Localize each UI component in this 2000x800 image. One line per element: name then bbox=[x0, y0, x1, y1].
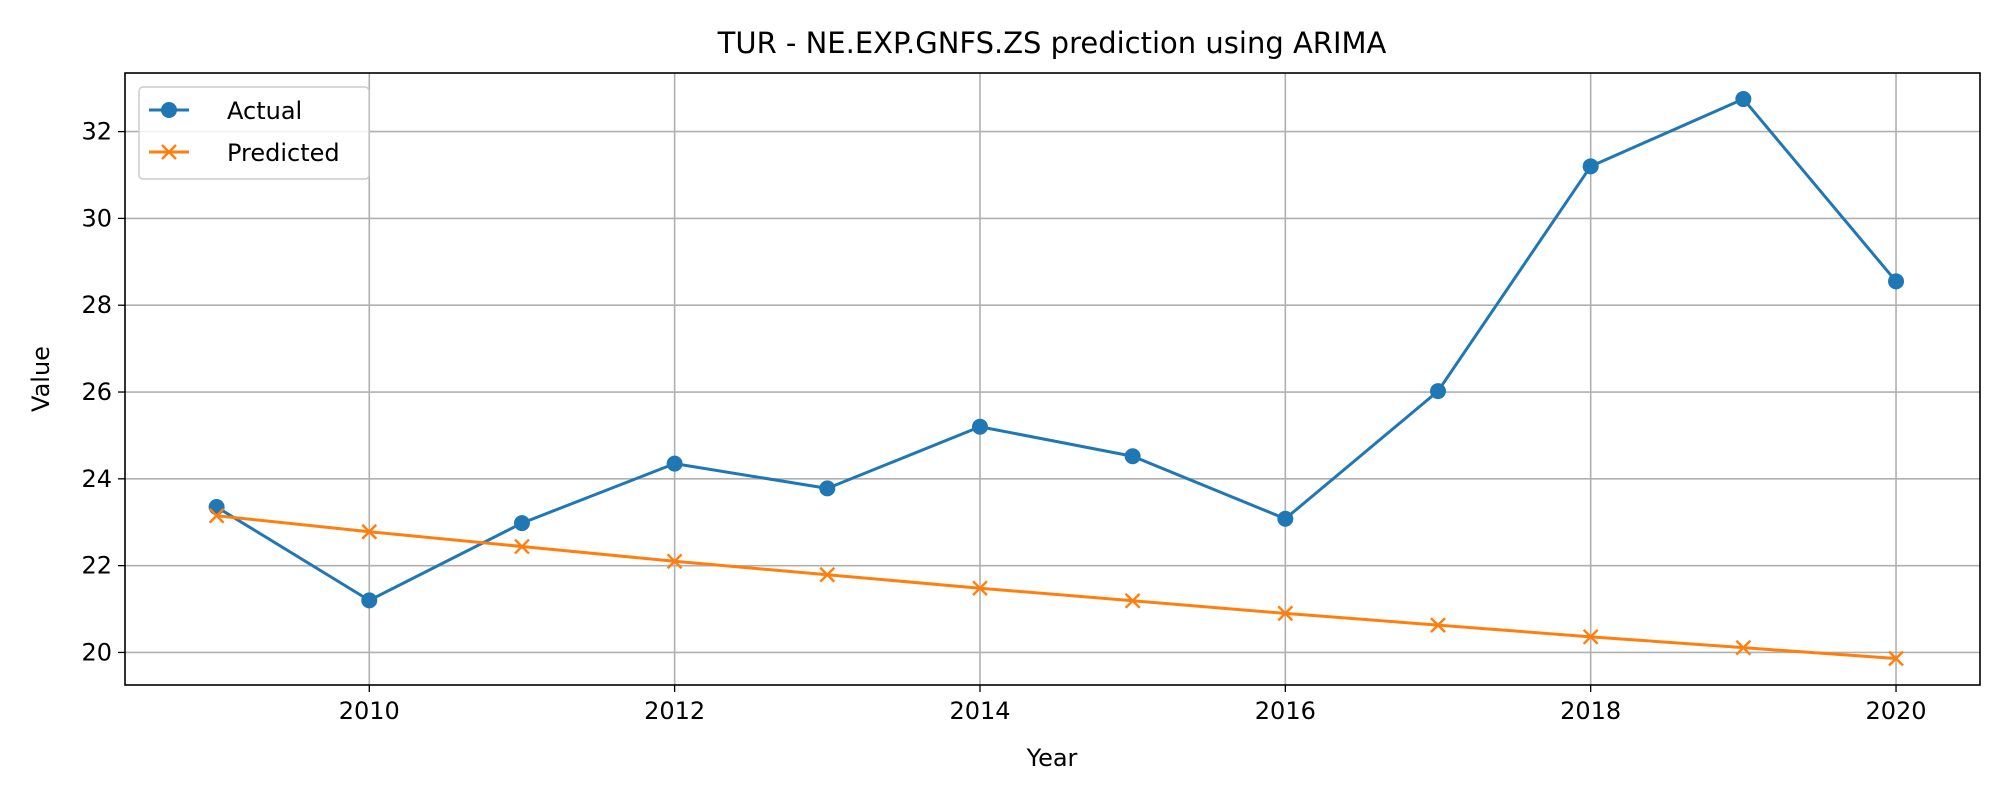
data-point-predicted bbox=[1277, 605, 1294, 622]
data-point-actual bbox=[1582, 158, 1599, 175]
series-line-predicted bbox=[216, 514, 1897, 661]
chart-title: TUR - NE.EXP.GNFS.ZS prediction using AR… bbox=[717, 26, 1387, 60]
y-tick-label: 26 bbox=[81, 378, 112, 406]
data-point-predicted bbox=[972, 580, 988, 597]
y-axis-label: Value bbox=[27, 346, 55, 412]
series-line-actual bbox=[215, 97, 1898, 602]
data-point-predicted bbox=[1735, 639, 1752, 656]
x-tick-label: 2010 bbox=[339, 697, 400, 725]
y-tick-label: 28 bbox=[81, 291, 112, 319]
y-tick-label: 20 bbox=[81, 638, 112, 666]
y-tick-label: 24 bbox=[81, 465, 112, 493]
legend-predicted-label: Predicted bbox=[227, 139, 340, 167]
data-point-actual bbox=[208, 499, 225, 516]
data-point-predicted bbox=[361, 523, 378, 540]
data-point-actual bbox=[1735, 91, 1752, 108]
data-point-predicted bbox=[666, 553, 683, 570]
x-tick-label: 2020 bbox=[1865, 697, 1926, 725]
data-point-predicted bbox=[1888, 650, 1904, 667]
data-point-predicted bbox=[208, 507, 225, 524]
data-point-actual bbox=[1888, 273, 1905, 290]
data-point-actual bbox=[1124, 448, 1141, 465]
data-point-predicted bbox=[819, 566, 836, 583]
x-axis-label: Year bbox=[1026, 744, 1078, 772]
legend-actual-marker bbox=[161, 102, 177, 118]
x-tick-label: 2016 bbox=[1255, 697, 1316, 725]
y-tick-label: 32 bbox=[81, 118, 112, 146]
legend-frame bbox=[138, 86, 370, 180]
data-point-actual bbox=[1430, 383, 1447, 400]
y-tick-label: 30 bbox=[81, 204, 112, 232]
data-point-predicted bbox=[514, 538, 530, 555]
data-point-predicted bbox=[1582, 628, 1599, 645]
data-point-predicted bbox=[1430, 617, 1446, 633]
series-layer bbox=[208, 91, 1905, 667]
data-point-actual bbox=[971, 418, 988, 435]
x-tick-label: 2014 bbox=[949, 697, 1010, 725]
data-point-actual bbox=[361, 592, 378, 609]
data-point-actual bbox=[666, 455, 683, 472]
y-tick-label: 22 bbox=[81, 552, 112, 580]
data-point-actual bbox=[819, 480, 836, 497]
data-point-actual bbox=[513, 515, 530, 532]
legend-actual-label: Actual bbox=[227, 97, 302, 125]
plot-frame bbox=[124, 72, 1981, 686]
x-tick-label: 2018 bbox=[1560, 697, 1621, 725]
legend-predicted-marker bbox=[161, 144, 177, 160]
x-tick-label: 2012 bbox=[644, 697, 705, 725]
data-point-actual bbox=[1277, 510, 1294, 527]
legend: Actual Predicted bbox=[138, 86, 370, 180]
data-point-predicted bbox=[1124, 592, 1141, 609]
